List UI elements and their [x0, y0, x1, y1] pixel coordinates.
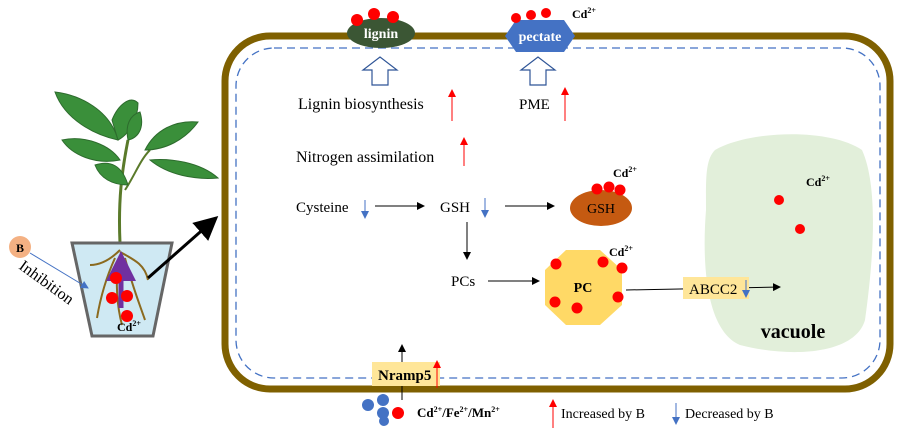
pectate-label: pectate [519, 30, 562, 45]
pot-cd-label: Cd2+ [117, 319, 141, 334]
gsh-cd-label: Cd2+ [613, 165, 637, 180]
pme-label: PME [519, 97, 550, 113]
boron-circle [9, 236, 31, 258]
gsh-label: GSH [440, 200, 470, 216]
lignin-biosynthesis-label: Lignin biosynthesis [298, 96, 424, 113]
gsh-complex-label: GSH [587, 202, 615, 217]
cysteine-label: Cysteine [296, 200, 349, 216]
inhibition-label: Inhibition [16, 257, 77, 308]
pectate-node [505, 20, 575, 52]
hollow-up-arrow-icon [519, 56, 557, 86]
hollow-up-arrow-icon [361, 56, 399, 86]
plant-illustration [54, 91, 220, 244]
lignin-label: lignin [364, 27, 398, 42]
pectate-cd-label: Cd2+ [572, 6, 596, 21]
legend-decreased-label: Decreased by B [685, 407, 774, 422]
gsh-complex [570, 190, 632, 226]
pc-complex-label: PC [574, 281, 593, 296]
pc-complex [545, 250, 622, 325]
pcs-label: PCs [451, 274, 475, 290]
lignin-node [347, 18, 415, 48]
abcc2-transporter [683, 277, 749, 299]
abcc2-label: ABCC2 [689, 282, 737, 298]
zoom-arrow [147, 216, 219, 280]
pot: Cd2+ [70, 241, 174, 338]
nitrogen-assimilation-label: Nitrogen assimilation [296, 149, 434, 166]
nramp5-transporter [372, 362, 440, 386]
vacuole [704, 134, 873, 353]
legend-increased-label: Increased by B [561, 407, 645, 422]
pc-cd-label: Cd2+ [609, 244, 633, 259]
vacuole-label: vacuole [761, 321, 826, 343]
ion-cluster [362, 394, 404, 426]
nramp5-label: Nramp5 [378, 368, 431, 384]
vacuole-cd-label: Cd2+ [806, 174, 830, 189]
ions-label: Cd2+/Fe2+/Mn2+ [417, 405, 500, 420]
boron-label: B [16, 241, 24, 255]
cell-membrane [235, 47, 881, 379]
inhibition-arrow [29, 252, 89, 289]
